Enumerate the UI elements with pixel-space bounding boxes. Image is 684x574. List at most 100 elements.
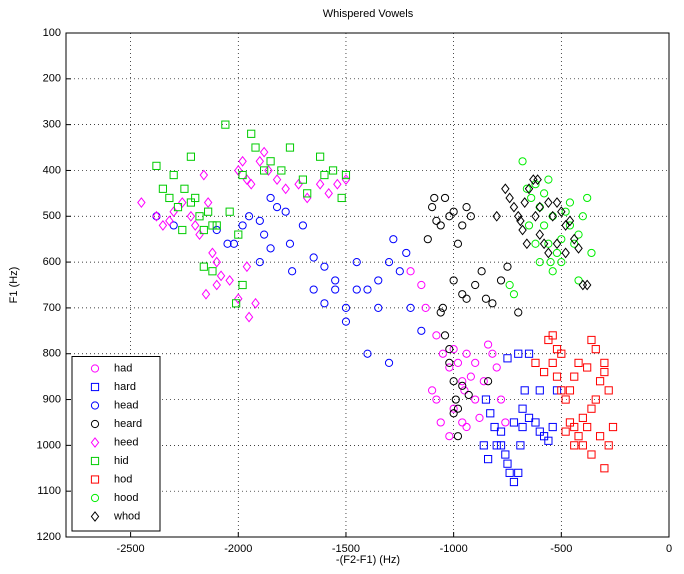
- marker: [509, 477, 519, 487]
- marker: [328, 166, 338, 175]
- marker: [458, 290, 467, 299]
- marker: [484, 340, 493, 349]
- marker: [595, 377, 605, 386]
- marker: [201, 288, 211, 300]
- marker: [255, 155, 265, 167]
- marker: [436, 308, 445, 317]
- marker: [578, 212, 587, 221]
- marker: [432, 331, 441, 340]
- marker: [587, 450, 596, 459]
- marker: [363, 285, 372, 294]
- marker: [320, 262, 329, 271]
- marker: [604, 386, 613, 395]
- marker: [565, 386, 575, 395]
- marker: [352, 285, 361, 294]
- marker: [302, 192, 312, 204]
- marker: [320, 170, 329, 180]
- marker: [212, 279, 221, 291]
- marker: [570, 441, 579, 450]
- legend-label: hard: [114, 381, 136, 393]
- marker: [488, 299, 497, 308]
- marker: [341, 317, 351, 326]
- marker: [337, 193, 346, 203]
- marker: [333, 178, 342, 190]
- marker: [428, 203, 437, 212]
- marker: [544, 335, 553, 345]
- marker: [503, 262, 512, 271]
- marker: [531, 210, 540, 222]
- marker: [462, 422, 471, 432]
- marker: [574, 276, 583, 285]
- marker: [509, 201, 519, 213]
- marker: [520, 386, 529, 395]
- marker: [247, 129, 256, 138]
- marker: [509, 290, 519, 299]
- marker: [587, 248, 596, 258]
- marker: [90, 493, 100, 503]
- marker: [173, 203, 183, 212]
- marker: [574, 358, 583, 367]
- marker: [324, 187, 333, 199]
- marker: [389, 235, 398, 244]
- marker: [90, 364, 100, 373]
- marker: [449, 409, 458, 418]
- marker: [561, 220, 570, 231]
- marker: [225, 275, 234, 286]
- marker: [341, 170, 351, 180]
- marker: [298, 175, 307, 184]
- marker: [212, 256, 221, 268]
- marker: [445, 212, 454, 221]
- marker: [152, 161, 161, 170]
- marker: [514, 349, 523, 358]
- marker: [266, 193, 275, 203]
- marker: [557, 386, 566, 395]
- marker: [524, 183, 534, 195]
- marker: [496, 427, 506, 436]
- x-tick-label: -1000: [440, 543, 468, 555]
- marker: [320, 299, 329, 308]
- y-tick-label: 200: [43, 73, 61, 85]
- marker: [453, 404, 463, 413]
- marker: [438, 349, 447, 358]
- marker: [298, 221, 307, 230]
- legend-label: hod: [114, 473, 132, 485]
- marker: [152, 210, 161, 222]
- marker: [212, 225, 221, 235]
- marker: [436, 418, 445, 427]
- marker: [484, 377, 493, 386]
- marker: [535, 427, 544, 436]
- marker: [557, 206, 566, 218]
- marker: [600, 358, 609, 367]
- marker: [544, 197, 553, 208]
- marker: [417, 326, 426, 335]
- marker: [374, 276, 383, 285]
- marker: [520, 197, 529, 208]
- marker: [259, 146, 269, 158]
- marker: [466, 372, 475, 381]
- marker: [557, 235, 566, 244]
- marker: [251, 297, 260, 309]
- marker: [180, 184, 189, 193]
- marker: [488, 349, 497, 358]
- marker: [341, 174, 351, 186]
- marker: [471, 358, 480, 367]
- marker: [90, 511, 100, 522]
- marker: [244, 212, 254, 221]
- marker: [514, 210, 523, 222]
- marker: [309, 285, 318, 294]
- marker: [600, 464, 609, 473]
- marker: [453, 432, 463, 441]
- y-tick-label: 500: [43, 210, 61, 222]
- marker: [199, 262, 208, 271]
- marker: [518, 404, 527, 413]
- marker: [565, 198, 575, 207]
- marker: [90, 419, 100, 429]
- marker: [208, 247, 217, 259]
- y-tick-label: 300: [43, 119, 61, 131]
- marker: [524, 413, 534, 422]
- marker: [561, 207, 570, 216]
- marker: [303, 189, 312, 198]
- marker: [234, 230, 243, 239]
- marker: [552, 238, 562, 250]
